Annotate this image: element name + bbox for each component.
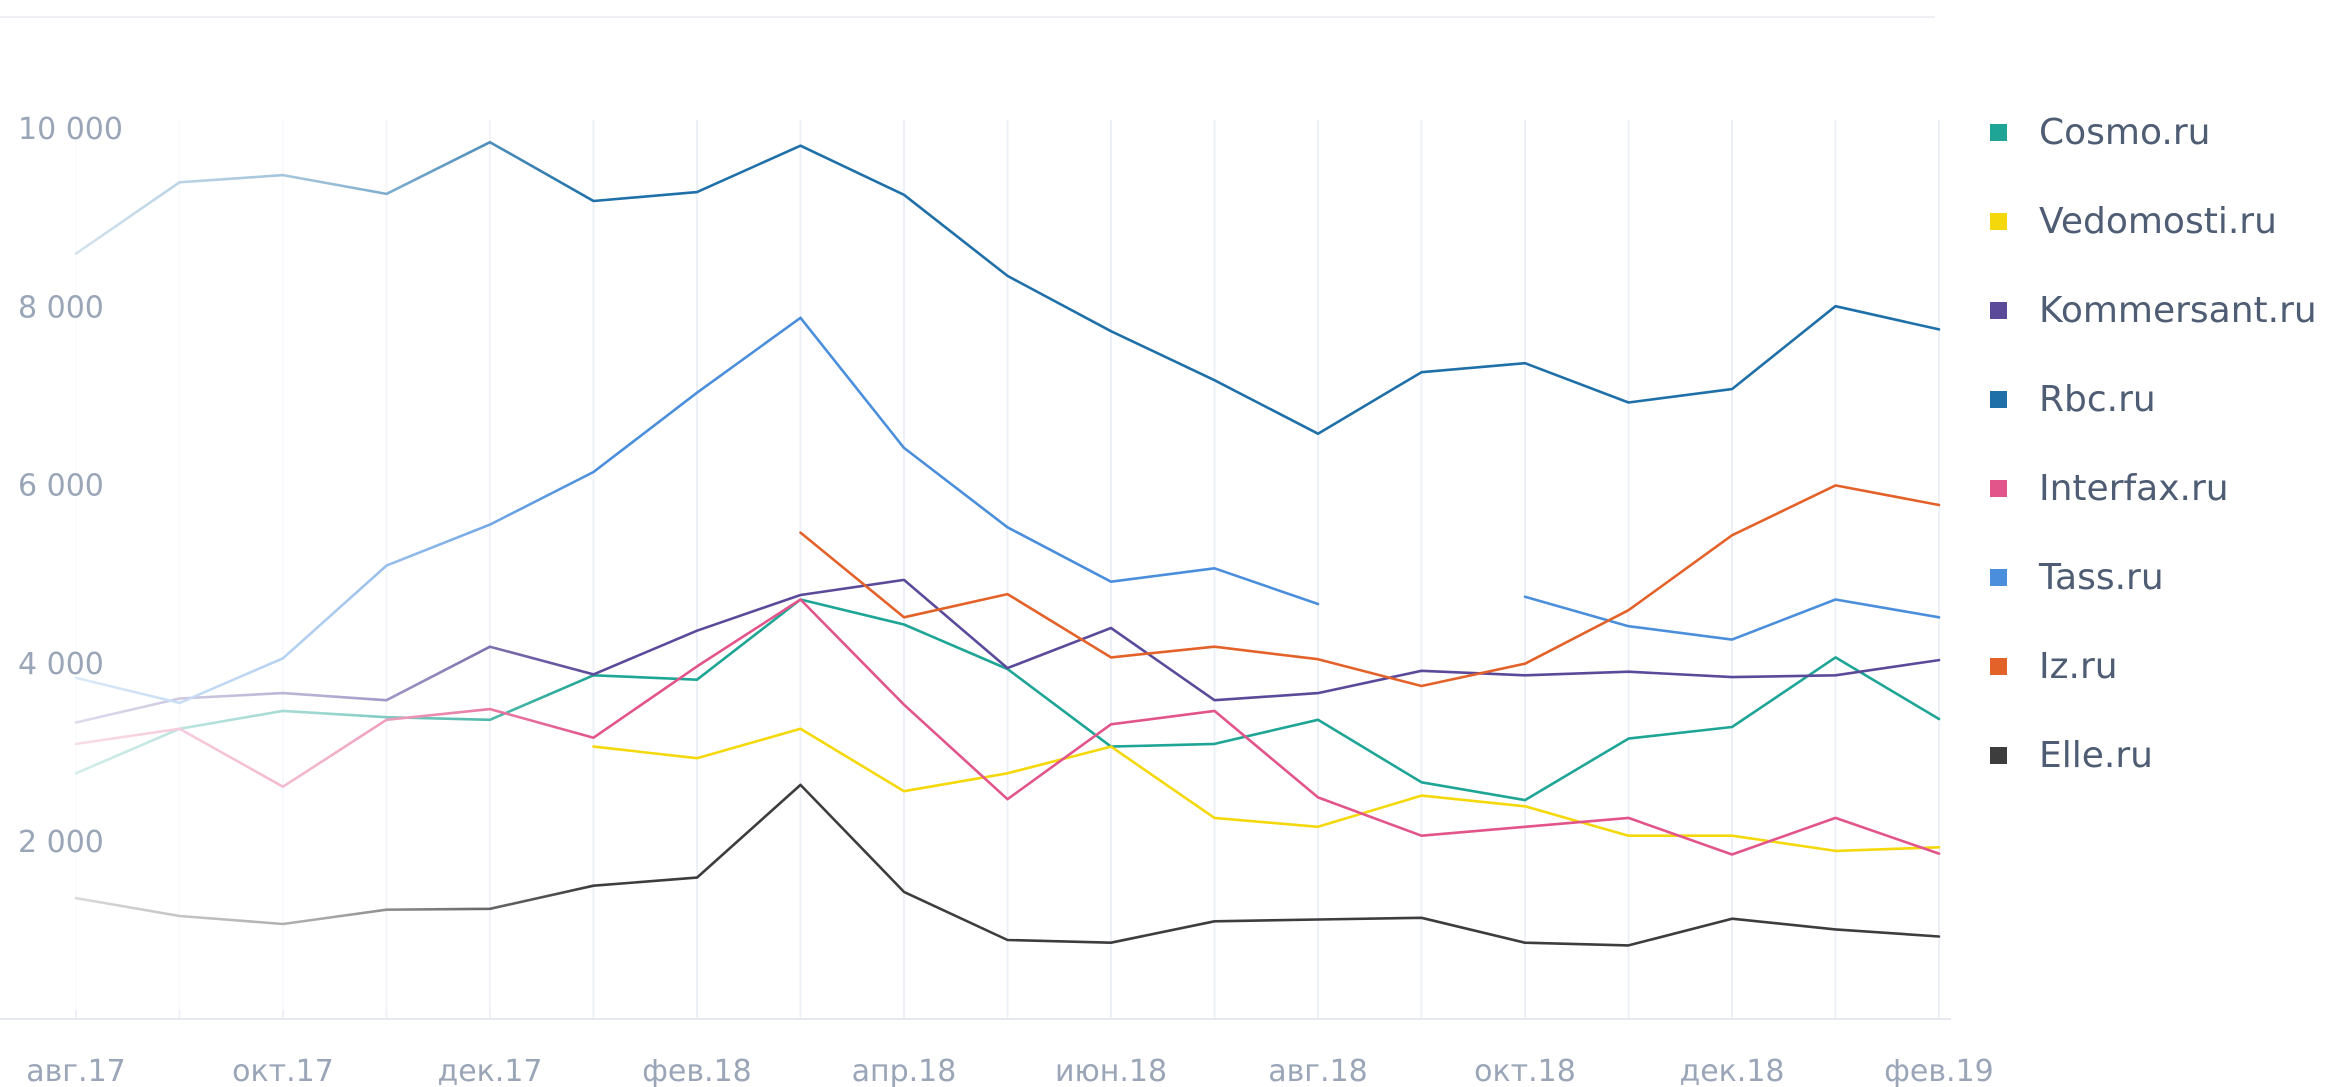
legend-label: Rbc.ru xyxy=(2039,379,2156,420)
y-tick-label: 2 000 xyxy=(18,825,104,860)
x-tick-label: авг.18 xyxy=(1268,1054,1368,1087)
y-axis-tick-labels: 2 000 4 000 6 000 8 000 10 000 xyxy=(18,112,123,860)
legend-label: Cosmo.ru xyxy=(2039,112,2211,153)
x-tick-label: фев.19 xyxy=(1884,1054,1994,1087)
legend-swatch xyxy=(1990,302,2007,319)
legend-item-vedomosti-ru[interactable]: Vedomosti.ru xyxy=(1990,177,2317,266)
legend-label: Iz.ru xyxy=(2039,646,2118,687)
legend-label: Kommersant.ru xyxy=(2039,290,2317,331)
legend-swatch xyxy=(1990,124,2007,141)
chart-legend: Cosmo.ru Vedomosti.ru Kommersant.ru Rbc.ru I… xyxy=(1990,88,2317,800)
legend-swatch xyxy=(1990,747,2007,764)
legend-item-elle-ru[interactable]: Elle.ru xyxy=(1990,711,2317,800)
x-tick-label: фев.18 xyxy=(642,1054,752,1087)
x-tick-label: дек.18 xyxy=(1679,1054,1784,1087)
x-tick-label: дек.17 xyxy=(437,1054,542,1087)
legend-label: Elle.ru xyxy=(2039,735,2153,776)
y-tick-label: 10 000 xyxy=(18,112,123,147)
legend-item-cosmo-ru[interactable]: Cosmo.ru xyxy=(1990,88,2317,177)
x-axis-tick-labels: авг.17 окт.17 дек.17 фев.18 апр.18 июн.18 авг.… xyxy=(26,1054,1994,1087)
legend-label: Tass.ru xyxy=(2039,557,2164,598)
y-tick-label: 8 000 xyxy=(18,290,104,325)
legend-item-tass-ru[interactable]: Tass.ru xyxy=(1990,533,2317,622)
legend-swatch xyxy=(1990,658,2007,675)
fade-rect xyxy=(0,100,594,1010)
x-tick-label: авг.17 xyxy=(26,1054,126,1087)
legend-label: Vedomosti.ru xyxy=(2039,201,2277,242)
y-tick-label: 6 000 xyxy=(18,469,104,504)
series-line-iz-ru xyxy=(799,484,1941,688)
legend-label: Interfax.ru xyxy=(2039,468,2229,509)
legend-swatch xyxy=(1990,569,2007,586)
left-fade-overlay xyxy=(0,100,594,1010)
x-tick-label: июн.18 xyxy=(1055,1054,1167,1087)
legend-item-kommersant-ru[interactable]: Kommersant.ru xyxy=(1990,266,2317,355)
x-tick-label: окт.17 xyxy=(232,1054,334,1087)
legend-swatch xyxy=(1990,213,2007,230)
legend-item-interfax-ru[interactable]: Interfax.ru xyxy=(1990,444,2317,533)
legend-item-iz-ru[interactable]: Iz.ru xyxy=(1990,622,2317,711)
y-tick-label: 4 000 xyxy=(18,647,104,682)
legend-swatch xyxy=(1990,480,2007,497)
series-line-vedomosti-ru xyxy=(592,727,1941,853)
x-tick-label: апр.18 xyxy=(852,1054,957,1087)
legend-item-rbc-ru[interactable]: Rbc.ru xyxy=(1990,355,2317,444)
x-tick-label: окт.18 xyxy=(1474,1054,1576,1087)
legend-swatch xyxy=(1990,391,2007,408)
